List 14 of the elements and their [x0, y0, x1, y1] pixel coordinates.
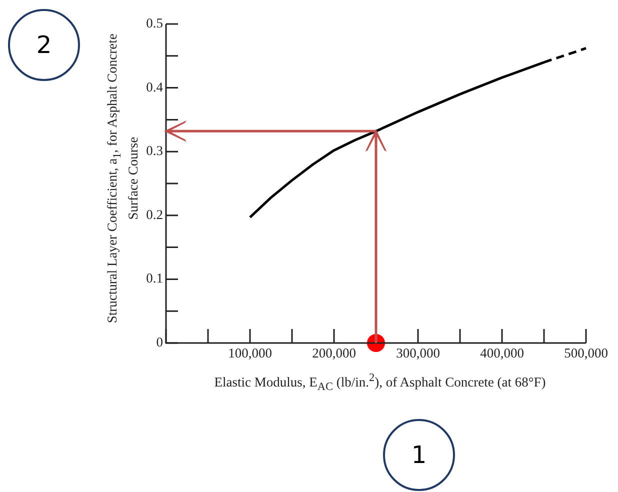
x-axis-title: Elastic Modulus, E$_{AC}$ (lb/in.$^{2}$), of Asphalt Concrete (at 68°F) [213, 372, 547, 394]
text: 2 [8, 9, 80, 81]
y-tick-label: 0 [156, 334, 164, 350]
y-tick-label: 0.2 [146, 206, 163, 222]
x-tick-label: 200,000 [312, 346, 356, 361]
y-tick-label: 0.4 [146, 79, 164, 94]
x-tick-label: 400,000 [480, 346, 524, 361]
x-tick-label: 100,000 [228, 346, 272, 361]
y-tick-label: 0.5 [146, 16, 164, 31]
x-tick-label: 500,000 [564, 346, 608, 361]
text: 1 [383, 419, 455, 491]
y-tick-label: 0.3 [146, 143, 164, 158]
x-tick-label: 300,000 [396, 346, 440, 361]
y-tick-label: 0.1 [146, 270, 163, 286]
